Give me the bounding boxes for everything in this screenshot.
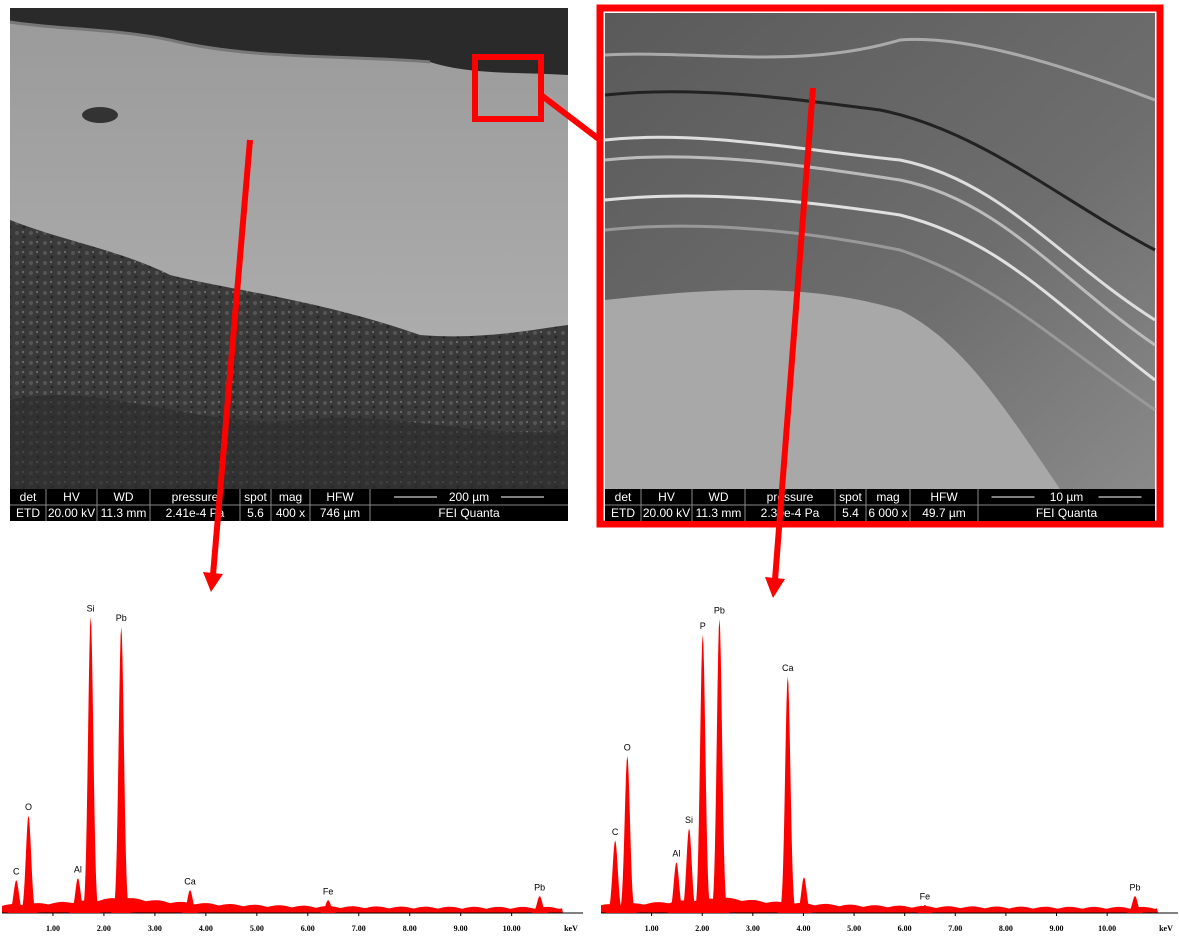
x-tick-label: 7.00: [948, 924, 962, 933]
info-value: ETD: [16, 506, 40, 520]
peak-label: Si: [87, 603, 95, 613]
peak-label: Pb: [534, 882, 545, 892]
x-tick-label: 5.00: [250, 924, 264, 933]
peak-label: Pb: [1129, 882, 1140, 892]
info-value: 400 x: [276, 506, 305, 520]
info-header: det: [615, 490, 632, 504]
x-axis-label: keV: [564, 924, 578, 933]
peak-label: O: [25, 802, 32, 812]
scale-label: 10 µm: [1050, 490, 1084, 504]
figure: detHVWDpressurespotmagHFWETD20.00 kV11.3…: [0, 0, 1179, 935]
peak-label: O: [624, 742, 631, 752]
peak-label: C: [612, 827, 619, 837]
x-tick-label: 10.00: [503, 924, 521, 933]
x-tick-label: 9.00: [1050, 924, 1064, 933]
peak: [617, 756, 638, 913]
peak-label: Fe: [323, 886, 334, 896]
x-tick-label: 6.00: [301, 924, 315, 933]
info-header: pressure: [172, 490, 219, 504]
sem-image-right: [600, 8, 1160, 524]
info-header: det: [20, 490, 37, 504]
info-header: mag: [279, 490, 302, 504]
peak: [777, 677, 798, 913]
x-tick-label: 7.00: [352, 924, 366, 933]
info-value: FEI Quanta: [438, 506, 500, 520]
peak: [709, 619, 730, 913]
peak: [692, 635, 713, 913]
info-value: 5.4: [842, 506, 859, 520]
info-header: HFW: [930, 490, 958, 504]
peak-label: Al: [74, 865, 82, 875]
info-value: 5.6: [247, 506, 264, 520]
info-value: 2.30e-4 Pa: [761, 506, 820, 520]
peak: [18, 816, 39, 913]
info-header: spot: [839, 490, 862, 504]
x-tick-label: 1.00: [645, 924, 659, 933]
sem-image-left: [10, 8, 600, 489]
info-value: 20.00 kV: [48, 506, 95, 520]
x-tick-label: 4.00: [199, 924, 213, 933]
x-tick-label: 8.00: [999, 924, 1013, 933]
peak-label: Al: [672, 849, 680, 859]
peak-label: Pb: [116, 613, 127, 623]
x-tick-label: 4.00: [796, 924, 810, 933]
scale-label: 200 µm: [449, 490, 489, 504]
page: {"images": [ {"info_headers": ["det", "H…: [0, 0, 1179, 940]
info-header: HV: [658, 490, 675, 504]
info-value: FEI Quanta: [1036, 506, 1098, 520]
x-tick-label: 6.00: [898, 924, 912, 933]
info-value: 746 µm: [320, 506, 360, 520]
peak-label: Ca: [782, 663, 794, 673]
peak: [111, 627, 132, 913]
info-header: WD: [114, 490, 134, 504]
peak: [80, 617, 101, 913]
info-value: 49.7 µm: [922, 506, 966, 520]
x-tick-label: 1.00: [46, 924, 60, 933]
peak-label: P: [700, 621, 706, 631]
x-tick-label: 2.00: [695, 924, 709, 933]
x-tick-label: 5.00: [847, 924, 861, 933]
info-value: 11.3 mm: [696, 506, 742, 520]
peak-label: Ca: [184, 877, 196, 887]
info-header: mag: [876, 490, 899, 504]
peak-label: Pb: [714, 605, 725, 615]
peak-label: Si: [685, 815, 693, 825]
info-value: ETD: [611, 506, 635, 520]
info-header: HV: [63, 490, 80, 504]
info-header: spot: [244, 490, 267, 504]
peak-label: C: [13, 867, 20, 877]
x-tick-label: 8.00: [403, 924, 417, 933]
info-value: 11.3 mm: [101, 506, 147, 520]
info-value: 6 000 x: [868, 506, 907, 520]
x-tick-label: 2.00: [97, 924, 111, 933]
info-header: WD: [709, 490, 729, 504]
info-header: pressure: [767, 490, 814, 504]
x-axis-label: keV: [1159, 924, 1173, 933]
x-tick-label: 10.00: [1098, 924, 1116, 933]
x-tick-label: 3.00: [746, 924, 760, 933]
info-value: 20.00 kV: [643, 506, 690, 520]
info-header: HFW: [326, 490, 354, 504]
x-tick-label: 3.00: [148, 924, 162, 933]
x-tick-label: 9.00: [454, 924, 468, 933]
peak-label: Fe: [920, 891, 931, 901]
